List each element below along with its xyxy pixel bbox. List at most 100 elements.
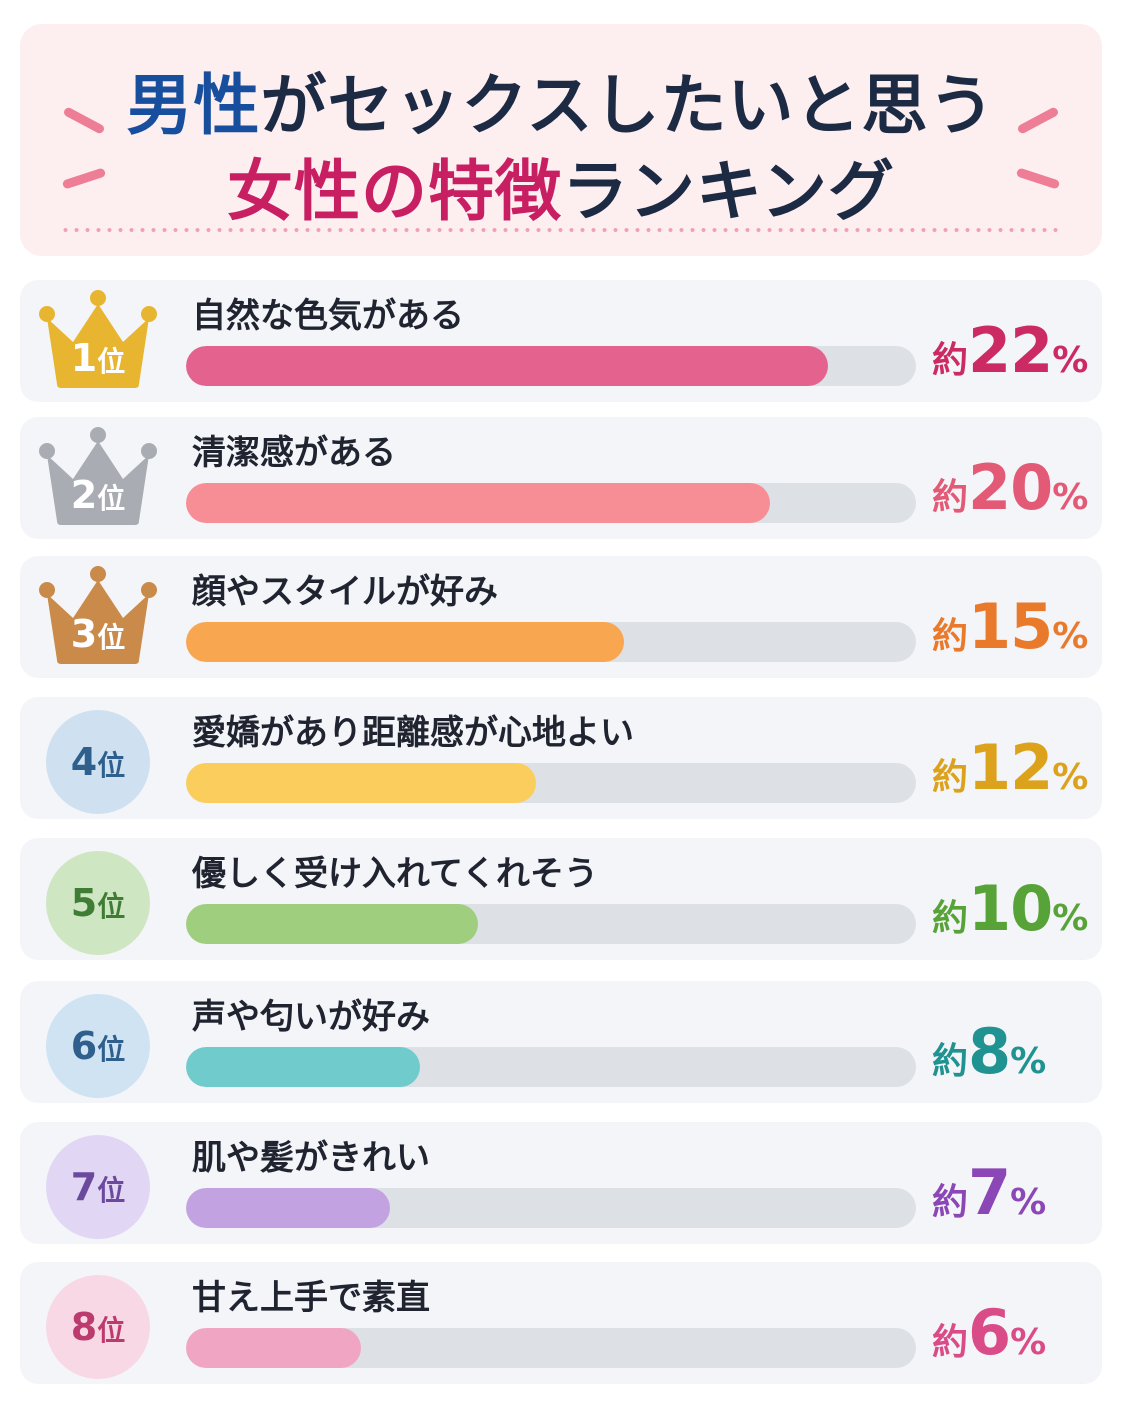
- value-prefix: 約: [932, 340, 969, 381]
- value-number: 22: [968, 314, 1053, 387]
- rank-badge: 2位: [39, 417, 157, 539]
- crown-jewel: [90, 566, 106, 582]
- value-prefix: 約: [932, 1041, 969, 1082]
- title-panel: 男性がセックスしたいと思う 女性の特徴ランキング: [20, 24, 1102, 256]
- rank-badge: 5位: [46, 838, 150, 960]
- rank-number: 4: [70, 740, 98, 784]
- ranking-row: 5位 優しく受け入れてくれそう約10%: [20, 838, 1102, 960]
- rank-suffix: 位: [97, 890, 126, 923]
- crown-body: [47, 441, 149, 525]
- percentage-value: 約10%: [932, 874, 1088, 960]
- value-prefix: 約: [932, 616, 969, 657]
- crown-jewel: [141, 582, 157, 598]
- rank-badge: 7位: [46, 1122, 150, 1244]
- crown-jewel: [39, 443, 55, 459]
- rank-number: 6: [70, 1024, 98, 1068]
- rank-number: 1: [70, 336, 98, 380]
- rank-label: 2位: [46, 473, 150, 521]
- bar-fill: [186, 1047, 420, 1087]
- ranking-row: 6位 声や匂いが好み 約8%: [20, 981, 1102, 1103]
- rank-circle: [46, 994, 150, 1098]
- ranking-row: 1位 自然な色気がある 約22%: [20, 280, 1102, 402]
- bar-fill: [186, 1188, 390, 1228]
- percentage-value: 約12%: [932, 733, 1088, 819]
- rank-badge: 8位: [46, 1262, 150, 1384]
- rank-badge: 3位: [39, 556, 157, 678]
- ranking-row: 4位 愛嬌があり距離感が心地よい約12%: [20, 697, 1102, 819]
- rank-circle: [46, 1135, 150, 1239]
- rank-number: 7: [70, 1165, 98, 1209]
- value-prefix: 約: [932, 757, 969, 798]
- crown-jewel: [39, 582, 55, 598]
- rank-suffix: 位: [97, 345, 126, 378]
- value-number: 15: [968, 590, 1053, 663]
- value-unit: %: [1052, 898, 1089, 939]
- ranking-row: 8位 甘え上手で素直約6%: [20, 1262, 1102, 1384]
- bar-track: [186, 483, 916, 523]
- value-prefix: 約: [932, 898, 969, 939]
- bar-track: [186, 1047, 916, 1087]
- crown-jewel: [141, 306, 157, 322]
- rank-suffix: 位: [97, 1314, 126, 1347]
- bar-track: [186, 1328, 916, 1368]
- bar-track: [186, 1188, 916, 1228]
- bar-track: [186, 904, 916, 944]
- value-number: 12: [968, 731, 1053, 804]
- value-number: 10: [968, 872, 1053, 945]
- ranking-item-label: 甘え上手で素直: [192, 1278, 430, 1318]
- value-number: 8: [968, 1015, 1011, 1088]
- rank-suffix: 位: [97, 1174, 126, 1207]
- ranking-item-label: 顔やスタイルが好み: [192, 572, 498, 612]
- rank-label: 4位: [46, 740, 150, 788]
- percentage-value: 約7%: [932, 1158, 1046, 1244]
- rank-label: 5位: [46, 881, 150, 929]
- rank-suffix: 位: [97, 1033, 126, 1066]
- ranking-item-label: 清潔感がある: [192, 433, 396, 473]
- value-unit: %: [1052, 340, 1089, 381]
- bar-fill: [186, 483, 770, 523]
- dotted-divider: [60, 228, 1062, 232]
- bar-fill: [186, 763, 536, 803]
- crown-jewel: [39, 306, 55, 322]
- title-segment-ranking: ランキング: [561, 153, 896, 230]
- value-unit: %: [1010, 1041, 1047, 1082]
- rank-number: 8: [70, 1305, 98, 1349]
- value-unit: %: [1052, 616, 1089, 657]
- bar-fill: [186, 622, 624, 662]
- title-segment-women-traits: 女性の特徴: [226, 153, 562, 230]
- crown-icon: [39, 290, 157, 388]
- crown-icon: [39, 566, 157, 664]
- percentage-value: 約15%: [932, 592, 1088, 678]
- bar-track: [186, 763, 916, 803]
- ranking-row: 7位 肌や髪がきれい 約7%: [20, 1122, 1102, 1244]
- bar-fill: [186, 346, 828, 386]
- crown-jewel: [141, 443, 157, 459]
- value-unit: %: [1010, 1322, 1047, 1363]
- percentage-value: 約22%: [932, 316, 1088, 402]
- value-number: 6: [968, 1296, 1011, 1369]
- ranking-row: 3位 顔やスタイルが好み約15%: [20, 556, 1102, 678]
- ranking-item-label: 肌や髪がきれい: [192, 1138, 430, 1178]
- rank-label: 6位: [46, 1024, 150, 1072]
- value-prefix: 約: [932, 477, 969, 518]
- bar-track: [186, 346, 916, 386]
- rank-label: 7位: [46, 1165, 150, 1213]
- value-unit: %: [1052, 477, 1089, 518]
- title-segment-want: がセックスしたいと思う: [260, 67, 996, 144]
- rank-number: 5: [70, 881, 98, 925]
- rank-badge: 1位: [39, 280, 157, 402]
- rank-number: 2: [70, 473, 98, 517]
- crown-jewel: [90, 427, 106, 443]
- rank-suffix: 位: [97, 621, 126, 654]
- rank-badge: 6位: [46, 981, 150, 1103]
- value-unit: %: [1052, 757, 1089, 798]
- title-segment-men: 男性: [126, 67, 261, 144]
- value-prefix: 約: [932, 1182, 969, 1223]
- value-unit: %: [1010, 1182, 1047, 1223]
- ranking-row: 2位 清潔感がある 約20%: [20, 417, 1102, 539]
- value-prefix: 約: [932, 1322, 969, 1363]
- ranking-item-label: 愛嬌があり距離感が心地よい: [192, 713, 634, 753]
- ranking-item-label: 優しく受け入れてくれそう: [192, 854, 598, 894]
- crown-body: [47, 580, 149, 664]
- rank-label: 3位: [46, 612, 150, 660]
